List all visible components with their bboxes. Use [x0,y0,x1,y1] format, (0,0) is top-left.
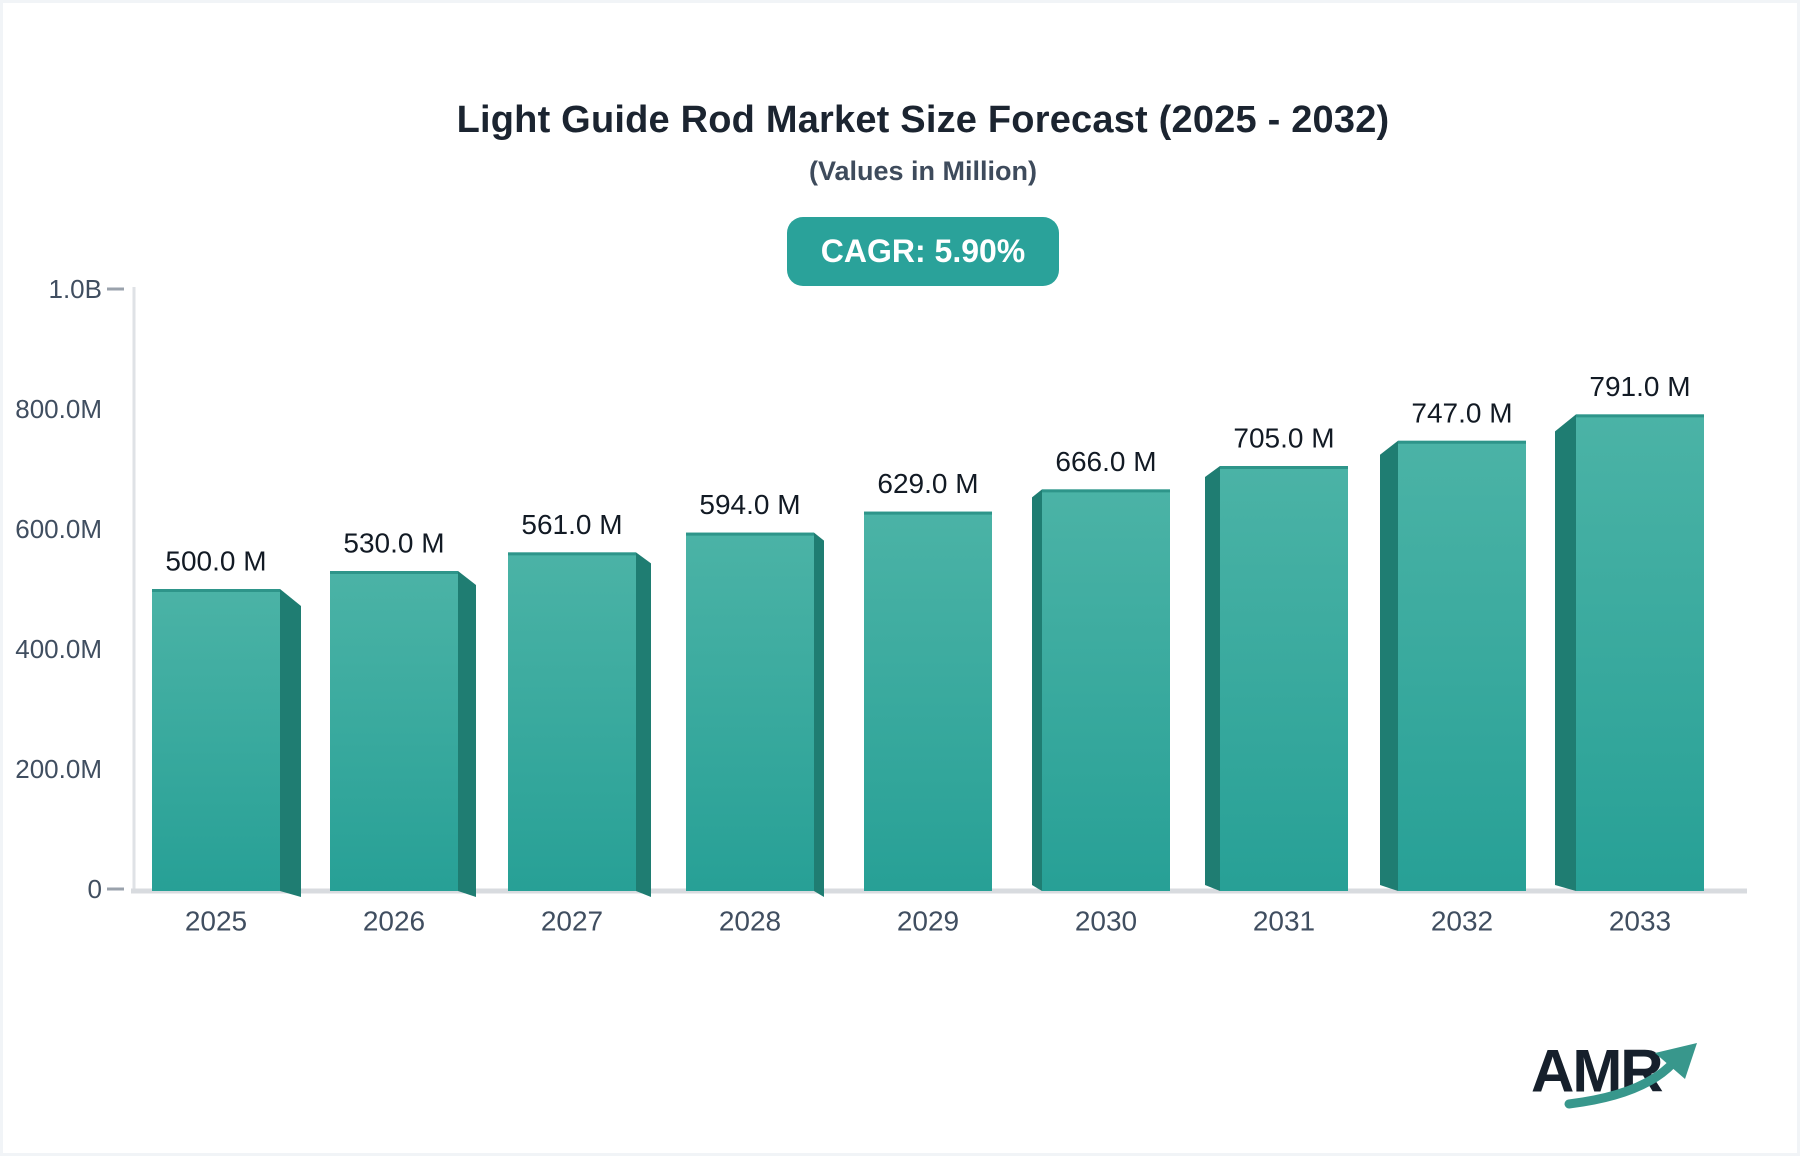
bar-value-label: 530.0 M [343,528,444,559]
chart-header: Light Guide Rod Market Size Forecast (20… [23,3,1797,286]
x-axis-label: 2027 [541,906,603,937]
x-axis-label: 2028 [719,906,781,937]
x-axis-label: 2026 [363,906,425,937]
bar-side-face [1205,466,1220,891]
bar-side-face [280,589,301,897]
bar-2033 [1576,414,1704,891]
bar-2032 [1398,440,1526,891]
bar-chart: 0 200.0M 400.0M 600.0M 800.0M 1.0B 500.0 M 2025… [15,274,1747,1109]
cagr-badge: CAGR: 5.90% [786,217,1060,286]
y-axis-tick-label: 1.0B [49,274,103,304]
bar-value-label: 747.0 M [1411,397,1512,428]
bar-side-face [1380,440,1398,891]
bar-2026 [330,571,458,891]
bar-side-face [636,552,651,897]
bar-2029 [864,511,992,891]
x-axis-label: 2030 [1075,906,1137,937]
y-axis-tick-label: 600.0M [15,514,102,544]
chart-subtitle: (Values in Million) [808,156,1038,186]
bar-side-face [814,532,824,897]
bar-side-face [1032,489,1042,891]
bar-side-face [458,571,476,897]
y-axis-tick-label: 400.0M [15,634,102,664]
bar-2025 [152,589,280,891]
bar-value-label: 666.0 M [1055,446,1156,477]
y-axis-tick-label: 0 [88,874,102,904]
bar-value-label: 705.0 M [1233,423,1334,454]
page-title: Light Guide Rod Market Size Forecast (20… [456,99,1390,141]
logo-arrow-head [1655,1043,1697,1079]
bar-value-label: 561.0 M [521,509,622,540]
bar-value-label: 594.0 M [699,489,800,520]
bar-side-face [1555,414,1576,891]
bar-2030 [1042,489,1170,891]
bar-value-label: 629.0 M [877,468,978,499]
x-axis-label: 2029 [897,906,959,937]
x-axis-label: 2032 [1431,906,1493,937]
x-axis-label: 2033 [1609,906,1671,937]
bar-value-label: 791.0 M [1589,371,1690,402]
bar-2028 [686,532,814,891]
x-axis-label: 2025 [185,906,247,937]
bar-value-label: 500.0 M [165,546,266,577]
y-axis-tick-label: 200.0M [15,754,102,784]
y-axis-tick-label: 800.0M [15,394,102,424]
amr-logo-text: AMR [1531,1038,1663,1105]
logo-arrow-swoosh [1564,1058,1678,1109]
x-axis-label: 2031 [1253,906,1315,937]
bar-2031 [1220,466,1348,891]
bar-2027 [508,552,636,891]
